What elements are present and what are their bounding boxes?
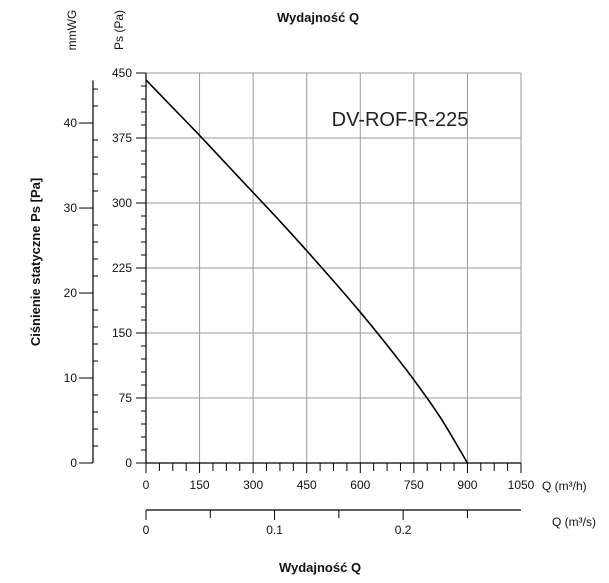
x-tick-label-m3h: 750 [404, 478, 424, 492]
y-tick-label-pa: 300 [112, 196, 132, 210]
x-tick-label-m3s: 0.1 [266, 523, 283, 537]
y-tick-label-mmwg: 10 [64, 371, 78, 385]
curve-layer [145, 79, 469, 464]
y-tick-label-pa: 75 [119, 391, 133, 405]
axes [79, 72, 522, 520]
x-tick-label-m3h: 0 [143, 478, 150, 492]
y-tick-label-mmwg: 40 [64, 116, 78, 130]
y-unit-pa: Ps (Pa) [112, 10, 126, 50]
grid-lines [146, 72, 522, 463]
x-tick-label-m3h: 600 [350, 478, 370, 492]
x-tick-label-m3h: 150 [190, 478, 210, 492]
x-tick-label-m3s: 0.2 [395, 523, 412, 537]
x-tick-label-m3h: 900 [457, 478, 477, 492]
bottom-title: Wydajność Q [279, 560, 361, 575]
x-tick-label-m3h: 1050 [508, 478, 535, 492]
tick-labels: 0 75 150 225 300 375 450 0 10 20 30 40 0 150 300 450 600… [64, 66, 535, 537]
y-tick-label-mmwg: 30 [64, 201, 78, 215]
x-tick-label-m3s: 0 [143, 523, 150, 537]
chart-title: Wydajność Q [277, 10, 359, 25]
performance-curve-line [145, 79, 469, 464]
model-label: DV-ROF-R-225 [332, 109, 469, 131]
x-unit-m3h: Q (m³/h) [542, 479, 587, 493]
x-tick-label-m3h: 450 [297, 478, 317, 492]
x-tick-label-m3h: 300 [243, 478, 263, 492]
y-unit-mmwg: mmWG [65, 10, 79, 51]
x-unit-m3s: Q (m³/s) [552, 515, 596, 529]
y-tick-label-pa: 450 [112, 66, 132, 80]
y-tick-label-pa: 150 [112, 326, 132, 340]
y-tick-label-pa: 375 [112, 131, 132, 145]
y-axis-label: Ciśnienie statyczne Ps [Pa] [28, 178, 43, 346]
y-tick-label-mmwg: 20 [64, 286, 78, 300]
y-tick-label-mmwg: 0 [70, 456, 77, 470]
y-tick-label-pa: 0 [125, 456, 132, 470]
y-tick-label-pa: 225 [112, 261, 132, 275]
